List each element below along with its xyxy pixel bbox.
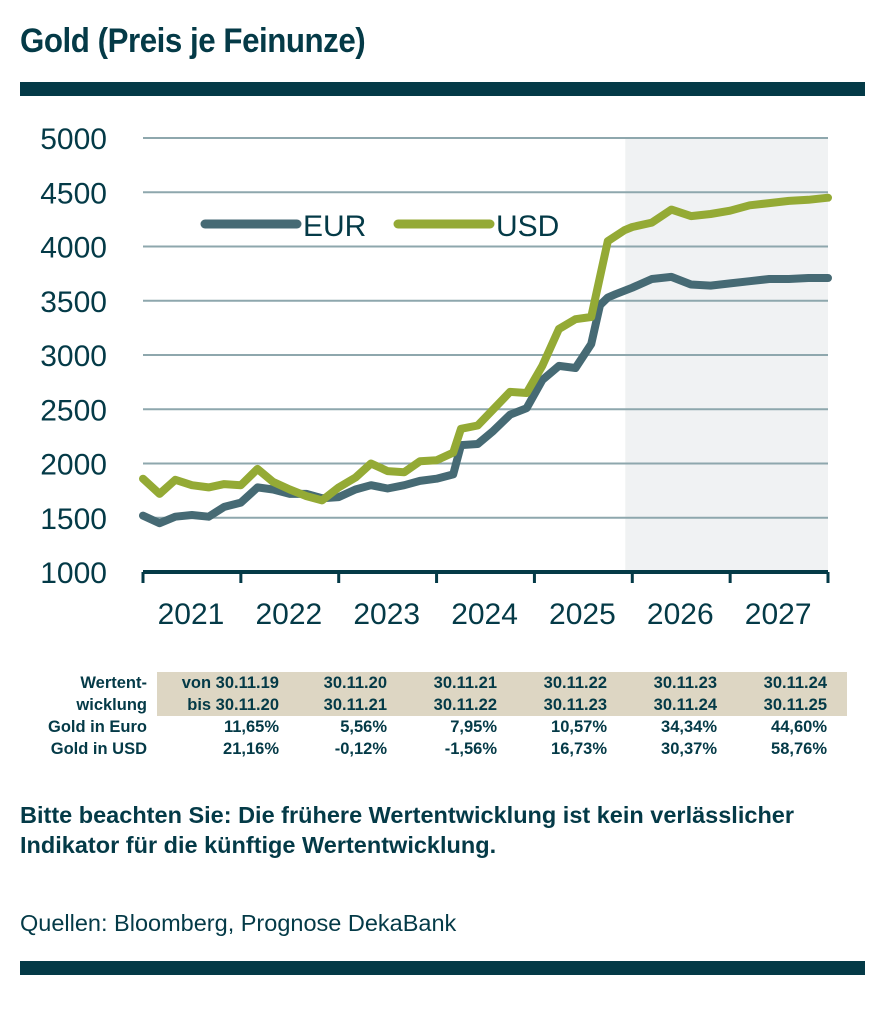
x-tick-label: 2027: [745, 598, 812, 631]
period-from: 30.11.22: [503, 672, 613, 694]
gridlines: [143, 137, 828, 519]
y-tick-label: 2500: [40, 394, 107, 427]
table-cell: -0,12%: [334, 740, 387, 758]
table-cell: 10,57%: [551, 718, 607, 736]
legend-label-usd: USD: [496, 210, 559, 243]
period-to: 30.11.23: [503, 694, 613, 716]
period-to: bis 30.11.20: [157, 694, 283, 716]
series-lines: [139, 193, 832, 528]
disclaimer-text: Bitte beachten Sie: Die frühere Wertentw…: [20, 802, 795, 858]
row-header: Wertent-: [80, 674, 147, 692]
table-header-row-to: wicklung bis 30.11.20 30.11.21 30.11.22 …: [20, 694, 847, 716]
chart-title: Gold (Preis je Feinunze): [20, 22, 366, 60]
table-cell: 16,73%: [551, 740, 607, 758]
y-tick-label: 4000: [40, 232, 107, 265]
x-tick-label: 2023: [353, 598, 420, 631]
row-label: Gold in Euro: [48, 718, 147, 736]
y-tick-label: 4500: [40, 177, 107, 210]
x-axis-ticks: 2021 2022 2023 2024 2025 2026 2027: [158, 598, 812, 631]
x-axis: [141, 570, 830, 583]
y-tick-label: 1000: [40, 557, 107, 590]
series-line-eur: [139, 272, 832, 528]
table-row: Gold in USD 21,16% -0,12% -1,56% 16,73% …: [20, 738, 847, 760]
top-rule: [20, 82, 865, 96]
source-text: Quellen: Bloomberg, Prognose DekaBank: [20, 910, 457, 936]
table-cell: 30,37%: [661, 740, 717, 758]
y-axis-ticks: 1000 1500 2000 2500 3000 3500 4000 4500 5000: [40, 123, 107, 590]
table-cell: 21,16%: [223, 740, 279, 758]
line-chart: 1000 1500 2000 2500 3000 3500 4000 4500 5000 202…: [40, 123, 832, 631]
legend-label-eur: EUR: [303, 210, 366, 243]
period-to: 30.11.21: [283, 694, 393, 716]
y-tick-label: 3000: [40, 340, 107, 373]
period-from: 30.11.24: [723, 672, 847, 694]
series-line-usd: [139, 193, 832, 505]
x-tick-label: 2022: [255, 598, 322, 631]
table-cell: 44,60%: [771, 718, 827, 736]
y-tick-label: 3500: [40, 286, 107, 319]
table-cell: 11,65%: [223, 718, 279, 736]
bottom-rule: [20, 961, 865, 975]
x-tick-label: 2026: [647, 598, 714, 631]
period-from: 30.11.23: [613, 672, 723, 694]
period-to: 30.11.22: [393, 694, 503, 716]
period-from: 30.11.20: [283, 672, 393, 694]
legend: EUR USD: [200, 210, 559, 243]
table-row: Gold in Euro 11,65% 5,56% 7,95% 10,57% 3…: [20, 716, 847, 738]
period-to: 30.11.24: [613, 694, 723, 716]
row-header: wicklung: [76, 696, 147, 714]
x-tick-label: 2024: [451, 598, 518, 631]
x-tick-label: 2025: [549, 598, 616, 631]
y-tick-label: 2000: [40, 449, 107, 482]
x-tick-label: 2021: [158, 598, 225, 631]
table-cell: -1,56%: [444, 740, 497, 758]
y-tick-label: 1500: [40, 503, 107, 536]
table-cell: 5,56%: [340, 718, 387, 736]
y-tick-label: 5000: [40, 123, 107, 156]
row-label: Gold in USD: [50, 740, 147, 758]
table-cell: 58,76%: [771, 740, 827, 758]
table-cell: 34,34%: [661, 718, 717, 736]
period-from: 30.11.21: [393, 672, 503, 694]
performance-table: Wertent- von 30.11.19 30.11.20 30.11.21 …: [20, 672, 847, 760]
table-cell: 7,95%: [450, 718, 497, 736]
period-to: 30.11.25: [723, 694, 847, 716]
table-header-row-from: Wertent- von 30.11.19 30.11.20 30.11.21 …: [20, 672, 847, 694]
period-from: von 30.11.19: [157, 672, 283, 694]
